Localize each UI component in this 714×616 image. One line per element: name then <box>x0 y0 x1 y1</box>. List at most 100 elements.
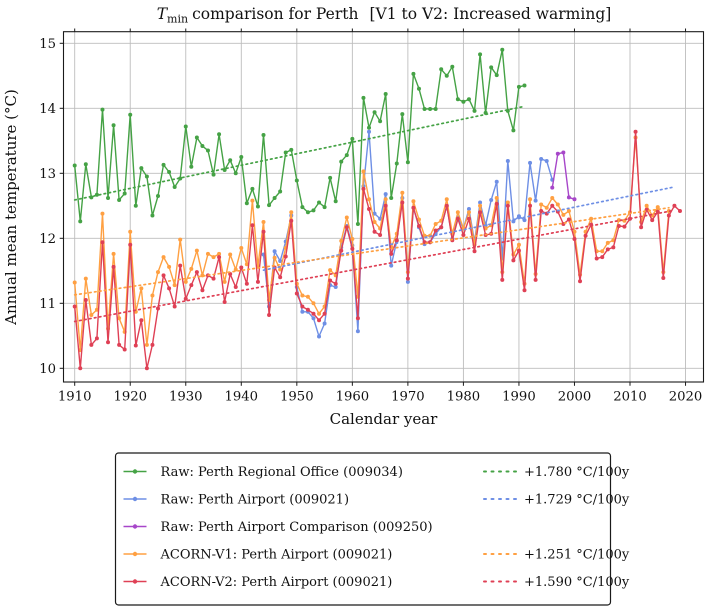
legend-box <box>114 452 612 606</box>
legend-trend-label: +1.729 °C/100y <box>524 493 630 508</box>
data-point <box>367 197 372 202</box>
data-point <box>217 132 222 137</box>
data-point <box>250 223 255 228</box>
data-point <box>600 249 605 254</box>
data-point <box>416 86 421 91</box>
data-point <box>572 229 577 234</box>
data-point <box>472 108 477 113</box>
data-point <box>194 135 199 140</box>
legend-marker <box>132 551 138 557</box>
axes-layer: 1910 1920 1930 1940 1950 1960 1970 1980 1990 2000… <box>39 28 705 405</box>
data-point <box>139 318 144 323</box>
data-point <box>200 144 205 148</box>
data-point <box>433 228 438 233</box>
data-point <box>189 283 194 288</box>
data-point <box>328 268 333 273</box>
data-point <box>383 192 388 197</box>
data-point <box>489 65 494 70</box>
data-point <box>239 246 244 251</box>
data-point <box>161 273 166 278</box>
data-point <box>478 200 483 205</box>
data-point <box>566 217 571 222</box>
data-point <box>400 190 405 195</box>
data-point <box>111 251 116 256</box>
data-point <box>400 200 405 205</box>
data-point <box>233 267 238 272</box>
data-point <box>394 161 399 166</box>
data-point <box>183 296 188 301</box>
data-point <box>167 170 172 174</box>
data-point <box>194 248 199 253</box>
data-point <box>528 197 533 202</box>
data-point <box>372 211 377 216</box>
legend: Raw: Perth Regional Office (009034) Raw: … <box>114 452 630 606</box>
data-point <box>661 275 666 280</box>
x-axis-label: Calendar year <box>330 410 439 428</box>
series-line <box>551 151 575 200</box>
data-point <box>294 291 299 296</box>
data-point <box>500 277 505 282</box>
data-point <box>533 198 538 203</box>
data-point <box>222 279 227 284</box>
data-point <box>672 203 677 208</box>
data-point <box>455 216 460 221</box>
data-point <box>572 197 577 202</box>
data-point <box>622 224 627 229</box>
data-point <box>278 189 283 194</box>
data-point <box>466 216 471 221</box>
data-point <box>372 110 377 115</box>
data-point <box>122 347 127 352</box>
data-point <box>405 279 410 284</box>
data-point <box>516 248 521 253</box>
data-point <box>233 171 238 176</box>
data-point <box>322 321 327 326</box>
data-point <box>322 205 327 210</box>
data-point <box>422 106 427 111</box>
data-point <box>339 238 344 243</box>
data-point <box>328 175 333 180</box>
legend-series-label: Raw: Perth Airport Comparison (009250) <box>161 520 433 535</box>
data-point <box>172 184 177 189</box>
data-point <box>350 136 355 141</box>
data-point <box>372 229 377 234</box>
data-point <box>155 270 160 275</box>
data-point <box>605 247 610 252</box>
legend-marker <box>132 469 138 474</box>
data-point <box>539 157 544 161</box>
data-point <box>94 336 99 341</box>
data-point <box>367 125 372 130</box>
data-point <box>317 318 322 323</box>
x-tick-label: 1930 <box>169 390 203 405</box>
series-layer <box>72 47 682 371</box>
data-point <box>189 266 194 271</box>
legend-series-label: ACORN-V2: Perth Airport (009021) <box>160 575 393 590</box>
data-point <box>472 249 477 254</box>
data-point <box>344 215 349 220</box>
data-point <box>394 238 399 243</box>
x-tick-label: 2010 <box>613 390 647 405</box>
data-point <box>150 342 155 347</box>
data-point <box>211 276 216 281</box>
data-point <box>344 225 349 230</box>
data-point <box>478 52 483 57</box>
data-point <box>411 199 416 204</box>
data-point <box>228 252 233 257</box>
data-point <box>505 200 510 205</box>
data-point <box>605 240 610 245</box>
y-tick-label: 11 <box>39 297 56 312</box>
legend-series-label: Raw: Perth Regional Office (009034) <box>161 465 403 480</box>
data-point <box>261 132 266 137</box>
data-point <box>300 205 305 210</box>
series-line <box>74 130 681 369</box>
data-point <box>255 204 260 209</box>
data-point <box>544 158 549 163</box>
data-point <box>150 213 155 218</box>
chart-title: Tmin comparison for Perth [V1 to V2: Incre… <box>157 5 612 26</box>
data-point <box>505 203 510 208</box>
data-point <box>267 313 272 317</box>
legend-series-label: Raw: Perth Airport (009021) <box>161 493 350 508</box>
data-point <box>300 293 305 298</box>
data-point <box>211 255 216 260</box>
